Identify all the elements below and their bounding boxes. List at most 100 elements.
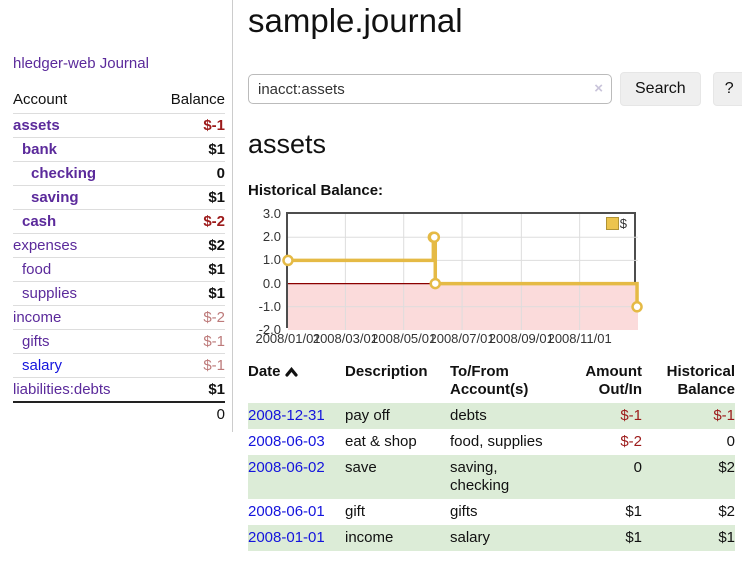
sidebar-account-link[interactable]: gifts bbox=[22, 333, 50, 350]
sidebar-account-balance: $1 bbox=[208, 285, 225, 302]
register-header-row: Date Description To/From Account(s) Amou… bbox=[248, 361, 735, 403]
sidebar-account-row: cash $-2 bbox=[13, 209, 225, 233]
sidebar-account-balance: $-1 bbox=[203, 333, 225, 350]
sidebar-account-row: assets $-1 bbox=[13, 113, 225, 137]
x-tick-label: 2008/05/01 bbox=[371, 331, 437, 346]
chart-plot-area: $ bbox=[282, 212, 643, 330]
sidebar-account-balance: $-1 bbox=[203, 357, 225, 374]
register-date-link[interactable]: 2008-06-02 bbox=[248, 459, 325, 476]
chart-canvas bbox=[282, 214, 643, 330]
sidebar-account-row: supplies $1 bbox=[13, 281, 225, 305]
y-tick-label: -1.0 bbox=[258, 298, 281, 314]
sidebar-account-link[interactable]: cash bbox=[22, 213, 57, 230]
register-description: pay off bbox=[345, 407, 390, 424]
x-tick-label: 2008/07/01 bbox=[429, 331, 495, 346]
search-input[interactable] bbox=[248, 74, 612, 104]
register-row: 2008-01-01 income salary $1 $1 bbox=[248, 525, 735, 551]
x-tick-label: 2008/09/01 bbox=[488, 331, 554, 346]
sidebar: hledger-web Journal Account Balance asse… bbox=[0, 0, 233, 432]
register-balance: $1 bbox=[718, 529, 735, 546]
register-amount: $1 bbox=[625, 529, 642, 546]
sidebar-account-balance: $1 bbox=[208, 261, 225, 278]
page-title: sample.journal bbox=[248, 2, 463, 39]
y-tick-label: 3.0 bbox=[262, 206, 281, 221]
column-header-description: Description bbox=[345, 363, 428, 380]
register-date-link[interactable]: 2008-06-03 bbox=[248, 433, 325, 450]
sidebar-account-link[interactable]: checking bbox=[31, 165, 97, 182]
sidebar-account-balance: $2 bbox=[208, 237, 225, 254]
sidebar-accounts: assets $-1 bank $1 checking 0 saving $1 … bbox=[13, 113, 225, 401]
search-form: × Search ? bbox=[248, 72, 742, 106]
sidebar-account-row: food $1 bbox=[13, 257, 225, 281]
sidebar-account-row: bank $1 bbox=[13, 137, 225, 161]
sidebar-account-row: checking 0 bbox=[13, 161, 225, 185]
sidebar-account-row: expenses $2 bbox=[13, 233, 225, 257]
sidebar-account-balance: $-2 bbox=[203, 309, 225, 326]
sidebar-account-balance: $-2 bbox=[203, 213, 225, 230]
sidebar-account-balance: $1 bbox=[208, 381, 225, 398]
register-balance: 0 bbox=[726, 433, 735, 450]
app-title-link[interactable]: hledger-web bbox=[13, 55, 96, 72]
clear-search-icon[interactable]: × bbox=[594, 80, 603, 97]
sidebar-account-link[interactable]: income bbox=[13, 309, 62, 326]
register-row: 2008-12-31 pay off debts $-1 $-1 bbox=[248, 403, 735, 429]
sidebar-account-row: income $-2 bbox=[13, 305, 225, 329]
historical-balance-chart: 3.0 2.0 1.0 0.0 -1.0 -2.0 $ bbox=[248, 206, 742, 337]
x-tick-label: 2008/11/01 bbox=[547, 331, 612, 346]
accounts-header-account: Account bbox=[13, 91, 68, 108]
sidebar-account-link[interactable]: supplies bbox=[22, 285, 78, 302]
register-accounts: food, supplies bbox=[450, 433, 543, 450]
register-date-link[interactable]: 2008-06-01 bbox=[248, 503, 325, 520]
x-tick-label: 2008/03/01 bbox=[312, 331, 378, 346]
sidebar-account-balance: $1 bbox=[208, 141, 225, 158]
column-header-date[interactable]: Date bbox=[248, 361, 345, 403]
sidebar-account-link[interactable]: saving bbox=[31, 189, 79, 206]
search-input-wrap: × bbox=[248, 74, 612, 104]
y-tick-label: 0.0 bbox=[262, 275, 281, 291]
register-date-link[interactable]: 2008-12-31 bbox=[248, 407, 325, 424]
sort-ascending-icon bbox=[284, 364, 298, 381]
legend-swatch-icon bbox=[605, 217, 619, 230]
help-button[interactable]: ? bbox=[712, 72, 742, 106]
accounts-tree: Account Balance assets $-1 bank $1 check… bbox=[13, 88, 225, 426]
sidebar-account-link[interactable]: liabilities:debts bbox=[13, 381, 111, 398]
sidebar-account-row: liabilities:debts $1 bbox=[13, 377, 225, 401]
sidebar-item-journal[interactable]: Journal bbox=[99, 55, 149, 72]
chart-title: Historical Balance: bbox=[248, 182, 384, 199]
sidebar-account-link[interactable]: bank bbox=[22, 141, 58, 158]
sidebar-account-link[interactable]: salary bbox=[22, 357, 63, 374]
register-date-link[interactable]: 2008-01-01 bbox=[248, 529, 325, 546]
sidebar-account-balance: 0 bbox=[216, 165, 225, 182]
register-accounts: debts bbox=[450, 407, 487, 424]
register-accounts: saving, checking bbox=[450, 459, 510, 494]
accounts-total: 0 bbox=[13, 401, 225, 426]
y-tick-label: 2.0 bbox=[262, 229, 281, 245]
legend-label: $ bbox=[619, 216, 627, 231]
sidebar-account-link[interactable]: assets bbox=[13, 117, 60, 134]
search-button[interactable]: Search bbox=[620, 72, 701, 106]
register-amount: $-1 bbox=[620, 407, 642, 424]
column-header-amount: Amount Out/In bbox=[585, 363, 642, 398]
register-amount: 0 bbox=[633, 459, 642, 476]
sidebar-account-row: saving $1 bbox=[13, 185, 225, 209]
register-balance: $-1 bbox=[713, 407, 735, 424]
register-description: income bbox=[345, 529, 394, 546]
y-tick-label: -2.0 bbox=[258, 322, 281, 337]
x-tick-label: 2008/01/01 bbox=[255, 331, 321, 346]
column-header-accounts: To/From Account(s) bbox=[450, 363, 529, 398]
chart-y-axis: 3.0 2.0 1.0 0.0 -1.0 -2.0 bbox=[248, 206, 286, 337]
register-row: 2008-06-03 eat & shop food, supplies $-2… bbox=[248, 429, 735, 455]
register-balance: $2 bbox=[718, 459, 735, 476]
sidebar-account-link[interactable]: expenses bbox=[13, 237, 78, 254]
register-description: save bbox=[345, 459, 377, 476]
account-page-title: assets bbox=[248, 129, 327, 159]
sidebar-account-link[interactable]: food bbox=[22, 261, 52, 278]
chart-legend: $ bbox=[605, 216, 627, 231]
accounts-header: Account Balance bbox=[13, 88, 225, 113]
register-balance: $2 bbox=[718, 503, 735, 520]
accounts-header-balance: Balance bbox=[170, 91, 225, 108]
sidebar-account-row: gifts $-1 bbox=[13, 329, 225, 353]
register-row: 2008-06-02 save saving, checking 0 $2 bbox=[248, 455, 735, 499]
register-description: eat & shop bbox=[345, 433, 417, 450]
register-amount: $1 bbox=[625, 503, 642, 520]
